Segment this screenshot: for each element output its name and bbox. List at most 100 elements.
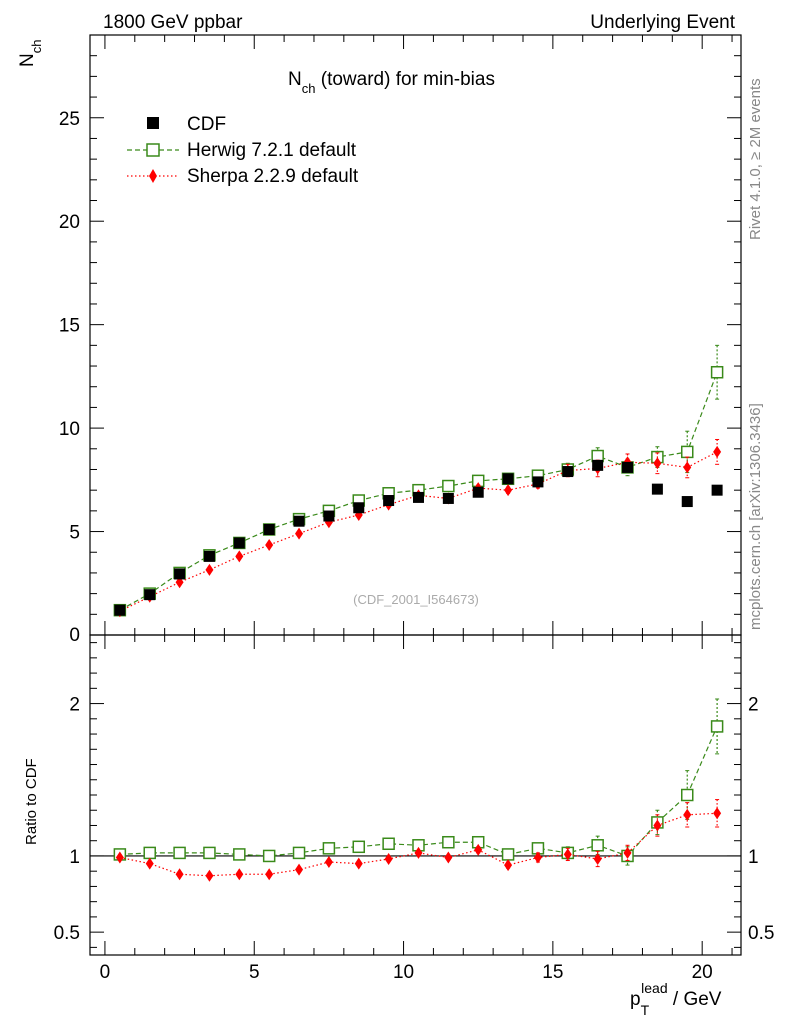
x-tick-label: 15 <box>542 962 563 983</box>
legend-label-sherpa: Sherpa 2.2.9 default <box>187 166 359 187</box>
header-left: 1800 GeV ppbar <box>103 12 243 33</box>
ratio-sherpa-point <box>533 851 542 864</box>
xlabel-sub: T <box>641 1002 650 1018</box>
legend-label-cdf: CDF <box>187 114 226 135</box>
main-cdf-point <box>353 502 365 514</box>
y-tick-label: 15 <box>59 316 80 337</box>
ratio-sherpa-point <box>324 856 333 869</box>
ratio-sherpa-point <box>145 857 154 870</box>
ratio-herwig-line <box>119 726 718 857</box>
ratio-herwig-point <box>203 846 216 860</box>
main-sherpa-point <box>235 550 244 563</box>
legend-entry-herwig: Herwig 7.2.1 default <box>127 140 357 161</box>
main-cdf-point <box>203 550 215 562</box>
header-right: Underlying Event <box>590 12 735 33</box>
main-cdf-point <box>711 484 723 496</box>
legend-marker-herwig <box>146 143 160 157</box>
x-tick-label: 20 <box>692 962 713 983</box>
y-tick-label: 25 <box>59 109 80 130</box>
ratio-herwig-point <box>352 840 366 854</box>
ratio-sherpa-point <box>713 807 722 820</box>
ratio-sherpa-point <box>115 851 124 864</box>
ratio-sherpa-point <box>593 853 602 865</box>
legend-label-herwig: Herwig 7.2.1 default <box>187 140 357 161</box>
ratio-sherpa-point <box>474 843 483 856</box>
x-axis-label: pTlead / GeV <box>630 980 722 1018</box>
legend-entry-cdf: CDF <box>147 114 226 135</box>
main-sherpa-point <box>713 445 722 458</box>
rivet-version-label: Rivet 4.1.0, ≥ 2M events <box>747 78 764 240</box>
ratio-y-tick-label-right: 0.5 <box>748 923 774 944</box>
main-cdf-point <box>233 537 245 549</box>
main-herwig-point <box>710 365 724 379</box>
main-sherpa-point <box>683 461 692 474</box>
main-cdf-point <box>592 459 604 471</box>
y-tick-label: 5 <box>69 523 80 544</box>
main-sherpa-point <box>653 457 662 470</box>
mcplots-label: mcplots.cern.ch [arXiv:1306.3436] <box>747 403 764 630</box>
main-cdf-point <box>144 589 156 601</box>
ratio-sherpa-point <box>444 851 453 864</box>
main-cdf-point <box>681 496 693 508</box>
analysis-ref: (CDF_2001_I564673) <box>353 592 479 607</box>
main-cdf-point <box>323 510 335 522</box>
legend: CDF Herwig 7.2.1 default Sherpa 2.2.9 de… <box>127 114 359 187</box>
main-title-main: N <box>288 69 302 90</box>
ratio-herwig-point <box>591 839 604 852</box>
main-ylabel-sub: ch <box>29 40 44 54</box>
ratio-y-tick-label: 2 <box>69 695 80 716</box>
legend-marker-cdf <box>147 117 159 129</box>
legend-entry-sherpa: Sherpa 2.2.9 default <box>127 166 359 187</box>
ratio-sherpa-point <box>265 868 274 881</box>
ratio-herwig-point <box>442 835 455 849</box>
data-layer <box>113 344 724 882</box>
y-tick-label: 10 <box>59 419 80 440</box>
main-cdf-point <box>412 491 424 503</box>
ratio-herwig-point <box>143 846 156 860</box>
ratio-sherpa-point <box>295 863 304 876</box>
ratio-panel-frame <box>89 634 742 956</box>
axes-layer: 0 5 10 15 20 5 10 15 20 25 0 0.5 0.5 1 1 2 2 <box>54 35 774 983</box>
ratio-y-tick-label-right: 2 <box>748 695 759 716</box>
main-sherpa-point <box>265 539 274 551</box>
ratio-sherpa-point <box>504 859 513 872</box>
main-title: Nch (toward) for min-bias <box>288 69 495 96</box>
main-herwig-point <box>680 445 694 459</box>
xlabel-rest: / GeV <box>668 989 722 1010</box>
ratio-sherpa-point <box>354 857 363 870</box>
main-cdf-point <box>263 523 275 535</box>
ratio-sherpa-point <box>205 869 214 882</box>
main-cdf-point <box>562 466 574 478</box>
main-cdf-point <box>174 568 186 580</box>
ratio-sherpa-point <box>653 819 662 832</box>
main-sherpa-point <box>205 563 214 576</box>
x-tick-label: 5 <box>249 962 260 983</box>
ratio-herwig-point <box>322 842 336 855</box>
main-cdf-point <box>114 604 126 616</box>
main-title-sub: ch <box>302 81 316 96</box>
main-cdf-point <box>532 476 544 488</box>
ratio-sherpa-point <box>384 853 393 865</box>
ratio-herwig-point <box>382 837 395 851</box>
main-title-rest: (toward) for min-bias <box>315 69 495 90</box>
main-cdf-point <box>293 515 305 527</box>
ratio-sherpa-line <box>119 812 718 877</box>
main-cdf-point <box>442 492 454 504</box>
ratio-sherpa-point <box>235 868 244 881</box>
ratio-y-tick-label: 0.5 <box>54 923 80 944</box>
legend-marker-sherpa <box>149 169 157 183</box>
ratio-herwig-point <box>233 848 246 861</box>
main-cdf-point <box>622 461 634 473</box>
main-cdf-point <box>502 473 514 485</box>
main-cdf-point <box>651 483 663 495</box>
xlabel-main: p <box>630 989 641 1010</box>
ratio-y-tick-label-right: 1 <box>748 847 759 868</box>
main-ylabel-main: N <box>17 53 38 67</box>
ratio-sherpa-point <box>414 846 423 859</box>
main-herwig-line <box>119 372 718 611</box>
ratio-sherpa-point <box>563 848 572 861</box>
x-tick-label: 0 <box>100 962 111 983</box>
main-cdf-point <box>472 486 484 498</box>
y-tick-label: 20 <box>59 212 80 233</box>
